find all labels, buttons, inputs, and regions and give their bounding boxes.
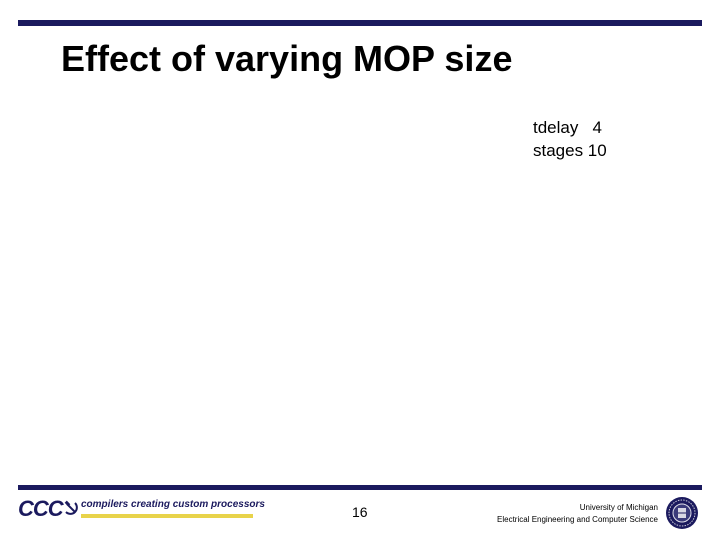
logo-underline [81, 514, 253, 518]
bottom-divider [18, 485, 702, 490]
page-number: 16 [352, 504, 368, 520]
hammer-sickle-icon [63, 500, 79, 521]
university-seal-icon [665, 496, 699, 530]
parameter-list: tdelay 4 stages 10 [533, 116, 607, 162]
institution-line-1: University of Michigan [579, 503, 658, 512]
slide-title: Effect of varying MOP size [61, 38, 513, 79]
ccc-logo: CCC compilers creating custom processors [18, 496, 265, 526]
top-divider [18, 20, 702, 26]
param-tdelay: tdelay 4 [533, 118, 602, 137]
institution-line-2: Electrical Engineering and Computer Scie… [497, 515, 658, 524]
logo-tagline: compilers creating custom processors [81, 499, 265, 510]
logo-mark: CCC [18, 496, 64, 521]
institution-label: University of Michigan Electrical Engine… [497, 502, 658, 526]
param-stages: stages 10 [533, 141, 607, 160]
